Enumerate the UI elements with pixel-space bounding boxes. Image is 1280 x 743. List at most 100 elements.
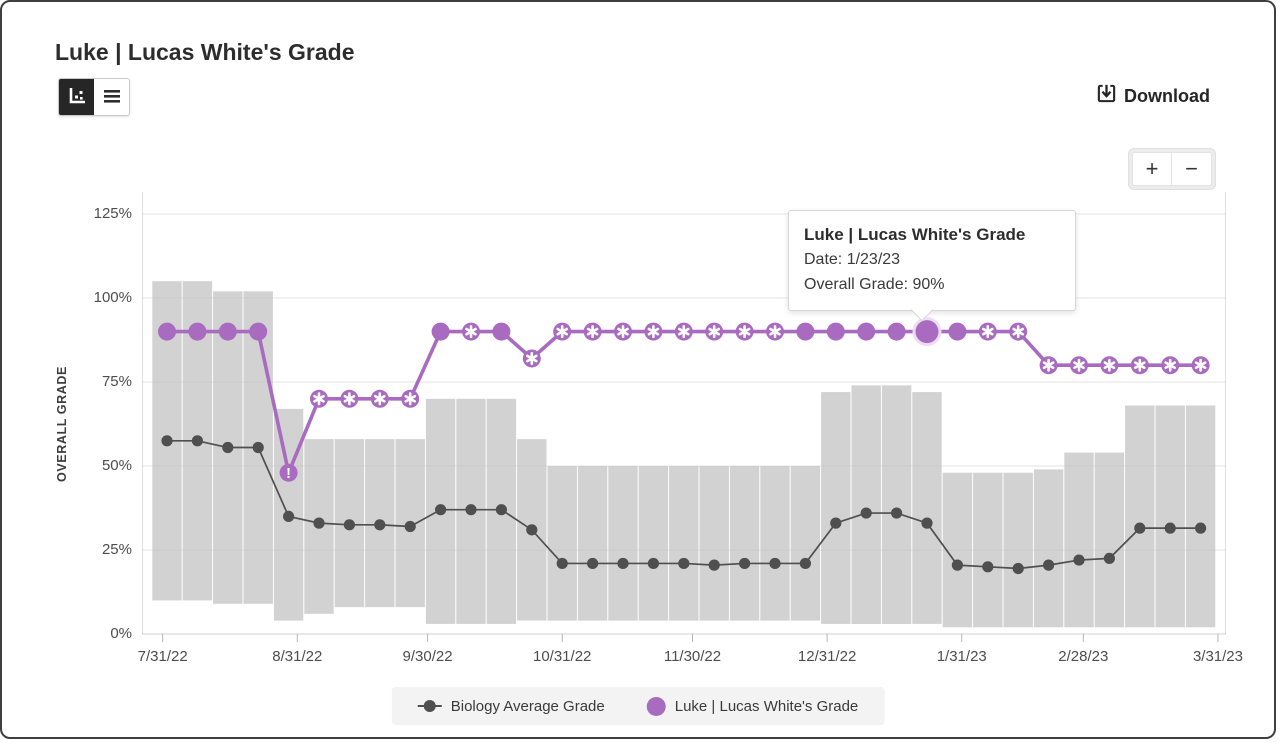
- biology-data-point[interactable]: [404, 520, 416, 533]
- grade-range-band: [760, 466, 790, 621]
- download-button[interactable]: Download: [1090, 82, 1216, 110]
- luke-data-point[interactable]: [188, 322, 207, 341]
- biology-data-point[interactable]: [252, 441, 264, 454]
- luke-data-point[interactable]: [492, 322, 511, 341]
- luke-data-point[interactable]: [826, 322, 845, 341]
- luke-data-point[interactable]: [279, 463, 298, 482]
- biology-data-point[interactable]: [435, 504, 447, 516]
- grade-range-band: [1003, 472, 1033, 628]
- asterisk-marker-icon: [708, 327, 721, 336]
- biology-data-point[interactable]: [891, 507, 903, 519]
- asterisk-marker-icon: [1012, 327, 1025, 336]
- biology-data-point[interactable]: [951, 559, 964, 571]
- biology-data-point[interactable]: [678, 557, 690, 570]
- luke-data-point[interactable]: [158, 322, 176, 341]
- x-tick-label: 2/28/23: [1058, 648, 1109, 665]
- biology-data-point[interactable]: [465, 504, 477, 516]
- luke-data-point[interactable]: [218, 322, 237, 341]
- luke-data-point[interactable]: [857, 322, 876, 341]
- grade-range-band: [608, 466, 638, 621]
- biology-data-point[interactable]: [161, 435, 173, 447]
- grade-range-band: [699, 466, 729, 621]
- grade-range-band: [1033, 469, 1064, 628]
- zoom-out-button[interactable]: −: [1172, 152, 1212, 186]
- biology-data-point[interactable]: [556, 557, 568, 570]
- biology-data-point[interactable]: [495, 504, 507, 516]
- y-tick-label: 125%: [93, 205, 132, 222]
- asterisk-marker-icon: [556, 327, 569, 336]
- grade-range-band: [1185, 405, 1216, 628]
- grade-range-band: [577, 466, 608, 621]
- asterisk-marker-icon: [343, 394, 356, 403]
- tooltip-date: Date: 1/23/23: [804, 251, 901, 269]
- biology-data-point[interactable]: [1164, 522, 1176, 534]
- luke-data-point[interactable]: [431, 322, 450, 341]
- zoom-in-button[interactable]: +: [1132, 152, 1172, 186]
- luke-legend-marker-icon: [646, 696, 666, 716]
- asterisk-marker-icon: [677, 327, 690, 336]
- data-point-tooltip: Luke | Lucas White's Grade Date: 1/23/23…: [788, 210, 1076, 322]
- biology-data-point[interactable]: [921, 517, 933, 529]
- table-view-button[interactable]: [94, 79, 129, 115]
- y-tick-label: 100%: [93, 289, 132, 306]
- biology-data-point[interactable]: [647, 557, 659, 570]
- biology-data-point[interactable]: [343, 519, 355, 531]
- biology-data-point[interactable]: [708, 559, 720, 571]
- luke-data-point[interactable]: [887, 322, 906, 341]
- legend-label-luke: Luke | Lucas White's Grade: [674, 697, 859, 715]
- biology-data-point[interactable]: [982, 561, 994, 573]
- biology-data-point[interactable]: [860, 507, 872, 519]
- biology-data-point[interactable]: [374, 519, 386, 531]
- biology-data-point[interactable]: [617, 557, 629, 570]
- grade-range-band: [912, 392, 942, 624]
- tooltip-title: Luke | Lucas White's Grade: [804, 225, 1026, 244]
- y-tick-label: 75%: [101, 373, 132, 390]
- asterisk-marker-icon: [1103, 361, 1116, 370]
- legend-item-luke[interactable]: Luke | Lucas White's Grade: [646, 696, 859, 716]
- x-tick-label: 11/30/22: [663, 648, 722, 665]
- x-tick-label: 10/31/22: [532, 648, 592, 665]
- asterisk-marker-icon: [1194, 361, 1207, 370]
- biology-data-point[interactable]: [1073, 554, 1085, 566]
- luke-data-point-selected[interactable]: [915, 320, 939, 344]
- biology-data-point[interactable]: [191, 435, 203, 447]
- biology-data-point[interactable]: [283, 510, 295, 522]
- biology-data-point[interactable]: [739, 557, 751, 570]
- legend-item-biology[interactable]: Biology Average Grade: [417, 697, 605, 715]
- biology-data-point[interactable]: [1043, 559, 1055, 571]
- grade-range-band: [1155, 405, 1185, 628]
- asterisk-marker-icon: [738, 327, 751, 336]
- asterisk-marker-icon: [525, 354, 538, 363]
- biology-data-point[interactable]: [1012, 562, 1024, 575]
- grade-range-band: [669, 466, 699, 621]
- view-toggle-group: [58, 78, 130, 116]
- legend-label-biology: Biology Average Grade: [450, 697, 605, 715]
- grade-range-band: [973, 472, 1003, 628]
- exclamation-marker-icon: !: [286, 466, 291, 482]
- biology-data-point[interactable]: [830, 517, 842, 529]
- biology-data-point[interactable]: [769, 557, 781, 570]
- luke-data-point[interactable]: [249, 322, 268, 341]
- download-label: Download: [1124, 85, 1210, 106]
- zoom-controls: + −: [1128, 148, 1216, 190]
- biology-data-point[interactable]: [1195, 522, 1207, 534]
- grade-range-band: [1094, 452, 1125, 628]
- biology-data-point[interactable]: [799, 557, 812, 570]
- asterisk-marker-icon: [1042, 361, 1055, 370]
- biology-data-point[interactable]: [526, 524, 538, 536]
- asterisk-marker-icon: [1164, 361, 1177, 370]
- page-title: Luke | Lucas White's Grade: [55, 39, 355, 66]
- asterisk-marker-icon: [647, 327, 660, 336]
- biology-data-point[interactable]: [1134, 522, 1146, 534]
- luke-data-point[interactable]: [796, 322, 815, 341]
- grade-range-band: [638, 466, 669, 621]
- biology-data-point[interactable]: [313, 517, 325, 529]
- luke-data-point[interactable]: [948, 322, 967, 341]
- biology-data-point[interactable]: [1103, 552, 1115, 564]
- y-tick-label: 0%: [110, 625, 132, 642]
- asterisk-marker-icon: [769, 327, 781, 336]
- biology-data-point[interactable]: [587, 557, 599, 570]
- chart-view-button[interactable]: [59, 79, 94, 115]
- biology-data-point[interactable]: [222, 441, 234, 454]
